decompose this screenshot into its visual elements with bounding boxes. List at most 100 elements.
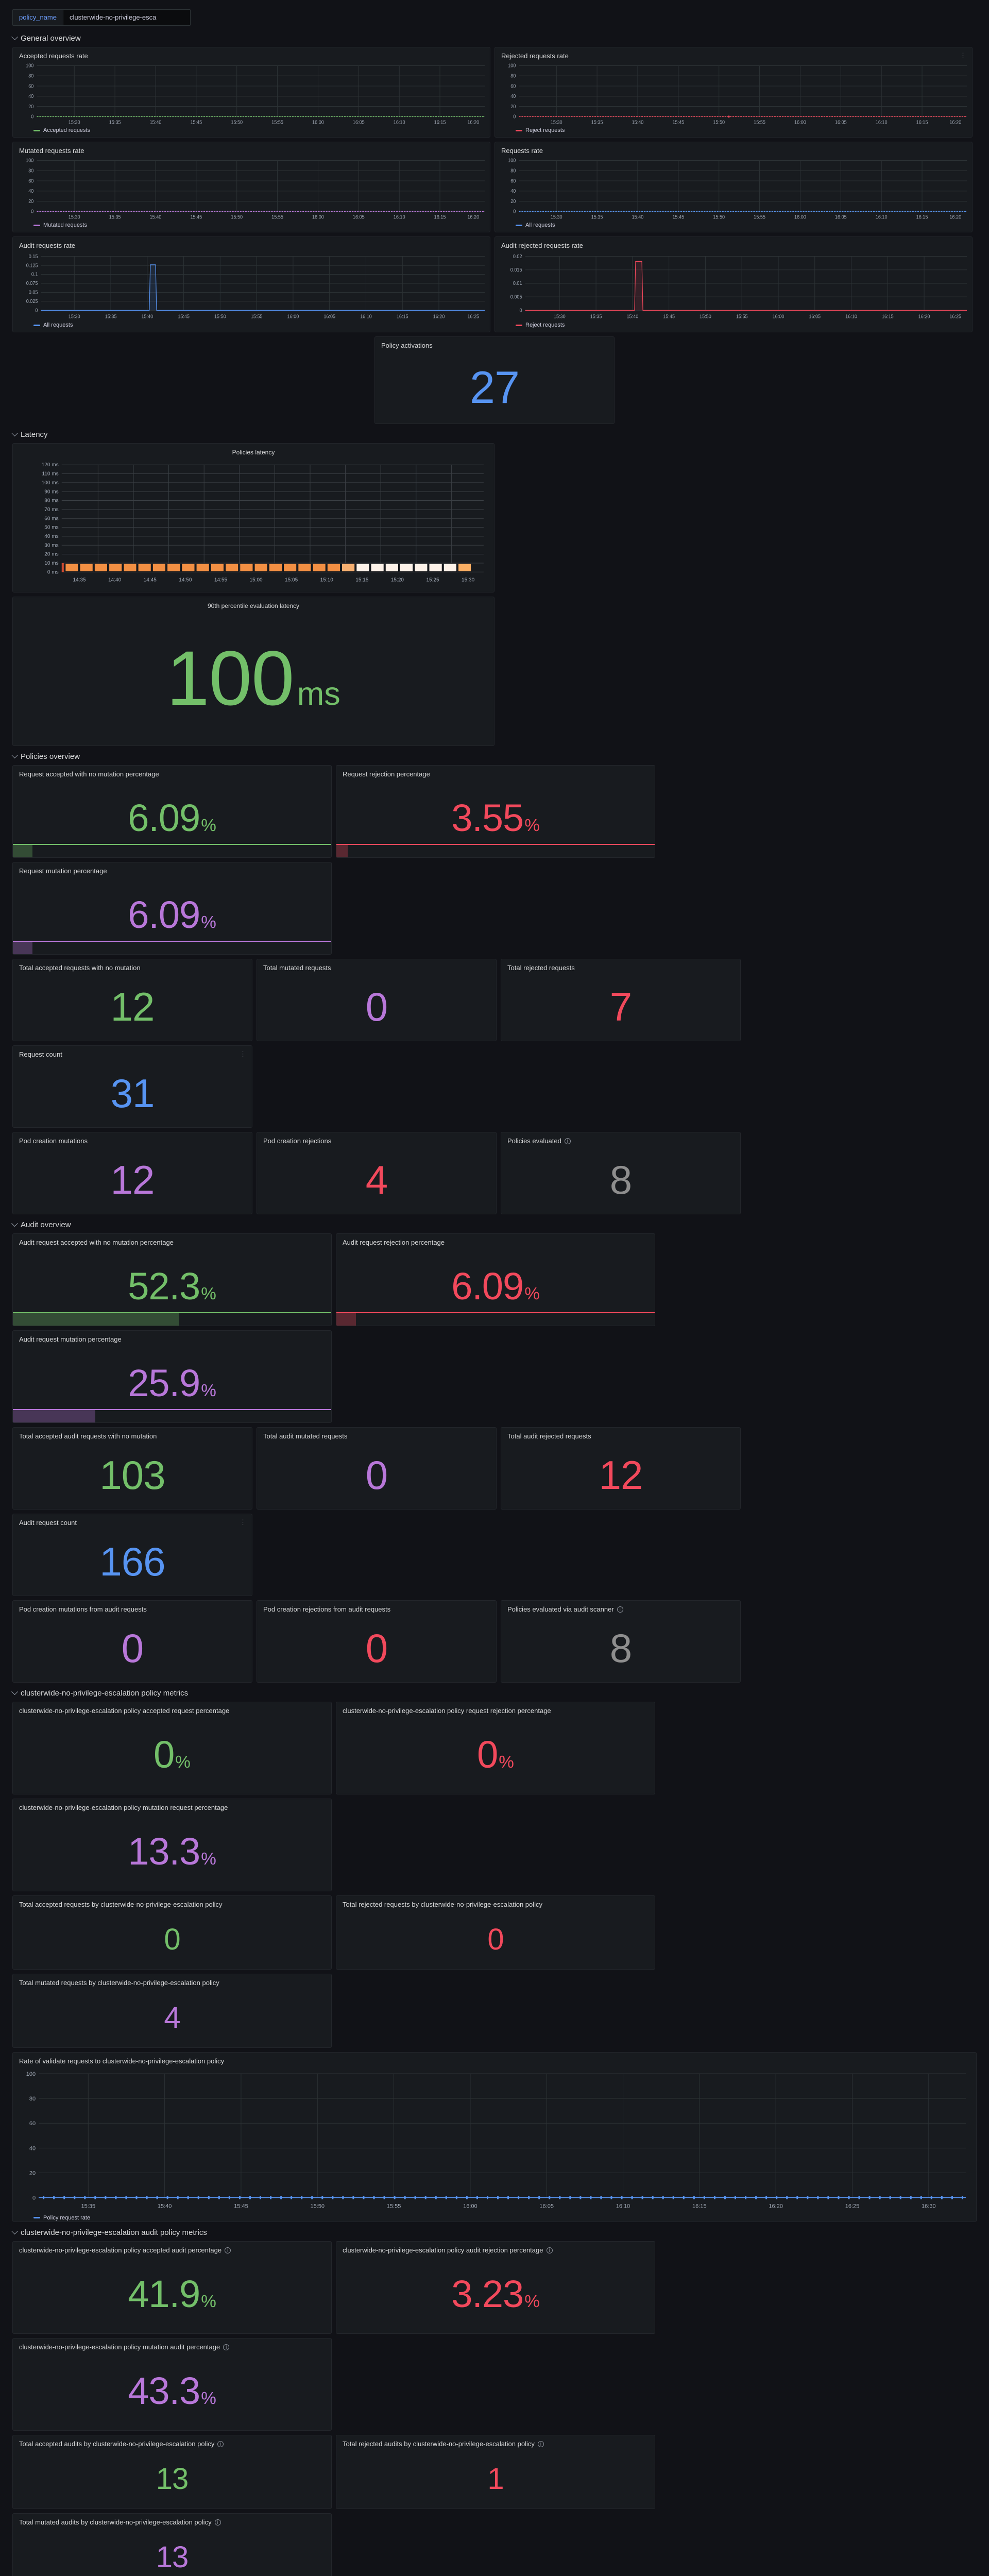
chart-legend[interactable]: All requests xyxy=(495,222,972,232)
panel-policy-request-rejection-pct[interactable]: clusterwide-no-privilege-escalation poli… xyxy=(336,1702,655,1794)
panel-total-rejected-audits-by-policy[interactable]: Total rejected audits by clusterwide-no-… xyxy=(336,2435,655,2509)
stat-value: 0 xyxy=(487,1922,504,1956)
info-icon[interactable]: i xyxy=(564,1138,571,1144)
panel-title: Total mutated audits by clusterwide-no-p… xyxy=(13,2514,331,2528)
panel-audit-rejection-pct[interactable]: Audit request rejection percentage 6.09% xyxy=(336,1233,655,1326)
panel-pod-creation-rejections[interactable]: Pod creation rejections 4 xyxy=(257,1132,497,1214)
stat-body: 0 xyxy=(336,1910,655,1969)
timeseries-chart[interactable]: 100 80 60 40 20 0 15:30 15:35 15:40 15:45 15:50… xyxy=(13,156,490,222)
panel-menu-icon[interactable]: ⋮ xyxy=(240,1518,247,1526)
panel-total-mutated-by-policy[interactable]: Total mutated requests by clusterwide-no… xyxy=(12,1974,332,2048)
info-icon[interactable]: i xyxy=(617,1606,623,1613)
panel-audit-rejected-requests-rate[interactable]: Audit rejected requests rate 0.02 0.015 0.… xyxy=(494,236,973,332)
stat-value-group: 25.9% xyxy=(128,1364,216,1402)
panel-audit-accepted-no-mutation-pct[interactable]: Audit request accepted with no mutation … xyxy=(12,1233,332,1326)
panel-total-rejected-by-policy[interactable]: Total rejected requests by clusterwide-n… xyxy=(336,1895,655,1970)
panel-request-count[interactable]: Request count ⋮ 31 xyxy=(12,1045,252,1128)
stat-value: 12 xyxy=(110,1157,155,1203)
chart-legend[interactable]: Reject requests xyxy=(495,127,972,137)
info-icon[interactable]: i xyxy=(214,2519,221,2526)
timeseries-chart[interactable]: 100 80 60 40 20 0 15:30 15:35 15:40 15:45 15:50… xyxy=(13,61,490,127)
chart-legend[interactable]: Mutated requests xyxy=(13,222,490,232)
panel-total-mutated-audits-by-policy[interactable]: Total mutated audits by clusterwide-no-p… xyxy=(12,2513,332,2576)
timeseries-chart[interactable]: 100 80 60 40 20 0 xyxy=(13,2066,976,2214)
panel-policy-accepted-audit-pct[interactable]: clusterwide-no-privilege-escalation poli… xyxy=(12,2241,332,2334)
panel-total-audit-rejected-requests[interactable]: Total audit rejected requests 12 xyxy=(501,1427,741,1510)
section-header-audit-policy-metrics[interactable]: clusterwide-no-privilege-escalation audi… xyxy=(0,2222,989,2241)
svg-text:16:15: 16:15 xyxy=(692,2204,707,2210)
panel-pod-creation-mutations-audit[interactable]: Pod creation mutations from audit reques… xyxy=(12,1600,252,1683)
panel-total-accepted-audit-no-mutation[interactable]: Total accepted audit requests with no mu… xyxy=(12,1427,252,1510)
panel-policy-mutation-audit-pct[interactable]: clusterwide-no-privilege-escalation poli… xyxy=(12,2338,332,2431)
panel-audit-mutation-pct[interactable]: Audit request mutation percentage 25.9% xyxy=(12,1330,332,1423)
panel-total-audit-mutated-requests[interactable]: Total audit mutated requests 0 xyxy=(257,1427,497,1510)
panel-request-mutation-pct[interactable]: Request mutation percentage 6.09% xyxy=(12,862,332,955)
panel-policies-evaluated[interactable]: Policies evaluated i 8 xyxy=(501,1132,741,1214)
panel-policies-evaluated-audit-scanner[interactable]: Policies evaluated via audit scanner i 8 xyxy=(501,1600,741,1683)
stat-value: 0 xyxy=(164,1922,180,1956)
panel-mutated-requests-rate[interactable]: Mutated requests rate 100 80 60 40 20 0 xyxy=(12,142,490,232)
panel-policy-activations[interactable]: Policy activations 27 xyxy=(374,336,615,424)
chart-legend[interactable]: Policy request rate xyxy=(13,2214,976,2222)
panel-title: Total rejected requests by clusterwide-n… xyxy=(343,1901,543,1908)
stat-value: 13.3 xyxy=(128,1830,200,1873)
timeseries-chart[interactable]: 100 80 60 40 20 0 15:30 15:35 15:40 15:45 15:50… xyxy=(495,61,972,127)
section-header-policy-metrics[interactable]: clusterwide-no-privilege-escalation poli… xyxy=(0,1683,989,1702)
svg-text:60: 60 xyxy=(28,83,33,89)
panel-total-rejected-requests[interactable]: Total rejected requests 7 xyxy=(501,959,741,1041)
panel-total-accepted-no-mutation[interactable]: Total accepted requests with no mutation… xyxy=(12,959,252,1041)
svg-text:20: 20 xyxy=(28,199,33,205)
panel-accepted-requests-rate[interactable]: Accepted requests rate 100 80 60 40 20 0 xyxy=(12,47,490,138)
panel-p90-evaluation-latency[interactable]: 90th percentile evaluation latency 100 ms xyxy=(12,597,494,746)
panel-total-accepted-by-policy[interactable]: Total accepted requests by clusterwide-n… xyxy=(12,1895,332,1970)
panel-title: Request accepted with no mutation percen… xyxy=(19,770,159,778)
panel-request-rejection-pct[interactable]: Request rejection percentage 3.55% xyxy=(336,765,655,858)
panel-pod-creation-mutations[interactable]: Pod creation mutations 12 xyxy=(12,1132,252,1214)
panel-menu-icon[interactable]: ⋮ xyxy=(960,52,967,59)
chart-legend[interactable]: All requests xyxy=(13,321,490,332)
panel-audit-request-count[interactable]: Audit request count ⋮ 166 xyxy=(12,1514,252,1596)
info-icon[interactable]: i xyxy=(225,2247,231,2253)
variable-value-select[interactable]: clusterwide-no-privilege-esca xyxy=(63,9,191,26)
section-header-latency[interactable]: Latency xyxy=(0,424,989,443)
info-icon[interactable]: i xyxy=(217,2441,224,2447)
panel-title: Audit request accepted with no mutation … xyxy=(19,1239,174,1246)
variable-policy-name[interactable]: policy_name clusterwide-no-privilege-esc… xyxy=(12,9,191,26)
stat-value: 8 xyxy=(609,1625,632,1671)
section-header-audit-overview[interactable]: Audit overview xyxy=(0,1214,989,1233)
panel-requests-rate[interactable]: Requests rate 100 80 60 40 20 0 xyxy=(494,142,973,232)
svg-text:15:50: 15:50 xyxy=(713,120,725,125)
stat-unit: % xyxy=(201,1850,216,1869)
panel-rate-validate-requests[interactable]: Rate of validate requests to clusterwide… xyxy=(12,2052,977,2222)
legend-label: Mutated requests xyxy=(43,222,87,228)
panel-menu-icon[interactable]: ⋮ xyxy=(240,1050,247,1058)
chart-legend[interactable]: Reject requests xyxy=(495,321,972,332)
panel-policy-accepted-request-pct[interactable]: clusterwide-no-privilege-escalation poli… xyxy=(12,1702,332,1794)
timeseries-chart[interactable]: 0.02 0.015 0.01 0.005 0 15:30 15:35 15:40 15:… xyxy=(495,251,972,321)
info-icon[interactable]: i xyxy=(537,2441,544,2447)
svg-text:30 ms: 30 ms xyxy=(44,543,58,548)
panel-policy-mutation-request-pct[interactable]: clusterwide-no-privilege-escalation poli… xyxy=(12,1799,332,1891)
panel-audit-requests-rate[interactable]: Audit requests rate 0.15 0.125 0.1 xyxy=(12,236,490,332)
panel-total-accepted-audits-by-policy[interactable]: Total accepted audits by clusterwide-no-… xyxy=(12,2435,332,2509)
panel-policy-audit-rejection-pct[interactable]: clusterwide-no-privilege-escalation poli… xyxy=(336,2241,655,2334)
panel-rejected-requests-rate[interactable]: Rejected requests rate ⋮ 100 80 60 40 20 0 xyxy=(494,47,973,138)
timeseries-chart[interactable]: 100 80 60 40 20 0 15:30 15:35 15:40 15:45 15:50… xyxy=(495,156,972,222)
stat-value: 8 xyxy=(609,1157,632,1203)
heatmap-chart[interactable]: 120 ms 110 ms 100 ms 90 ms 80 ms 70 ms 60 ms… xyxy=(13,457,494,592)
timeseries-chart[interactable]: 0.15 0.125 0.1 0.075 0.05 0.025 0 15:30 15:35… xyxy=(13,251,490,321)
panel-total-mutated-requests[interactable]: Total mutated requests 0 xyxy=(257,959,497,1041)
info-icon[interactable]: i xyxy=(546,2247,553,2253)
section-header-general-overview[interactable]: General overview xyxy=(0,28,989,47)
panel-pod-creation-rejections-audit[interactable]: Pod creation rejections from audit reque… xyxy=(257,1600,497,1683)
info-icon[interactable]: i xyxy=(223,2344,230,2350)
svg-text:40: 40 xyxy=(510,94,516,99)
stat-body: 6.09% xyxy=(13,779,331,857)
svg-text:15:05: 15:05 xyxy=(285,578,298,583)
stat-value: 12 xyxy=(110,984,155,1030)
chart-legend[interactable]: Accepted requests xyxy=(13,127,490,137)
panel-policies-latency[interactable]: Policies latency xyxy=(12,443,494,592)
panel-request-accepted-no-mutation-pct[interactable]: Request accepted with no mutation percen… xyxy=(12,765,332,858)
svg-text:16:20: 16:20 xyxy=(433,314,445,319)
section-header-policies-overview[interactable]: Policies overview xyxy=(0,746,989,765)
